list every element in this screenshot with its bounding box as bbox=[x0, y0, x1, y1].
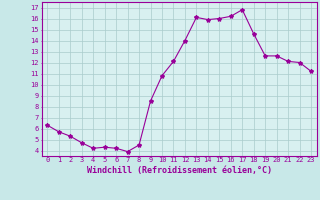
X-axis label: Windchill (Refroidissement éolien,°C): Windchill (Refroidissement éolien,°C) bbox=[87, 166, 272, 175]
